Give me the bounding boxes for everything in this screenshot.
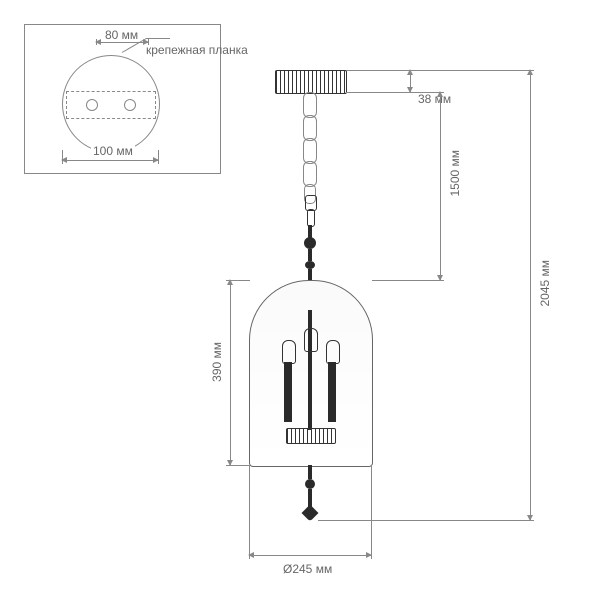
mounting-plate xyxy=(66,91,156,119)
inset-label-80: 80 мм xyxy=(105,28,138,42)
hole-right xyxy=(124,99,136,111)
label-2045: 2045 мм xyxy=(538,260,552,307)
planka-leader-2 xyxy=(146,38,170,39)
inset-dim-100 xyxy=(62,160,158,161)
clasp xyxy=(303,195,317,225)
canopy xyxy=(275,70,347,94)
drawing-canvas: 80 мм крепежная планка 100 мм xyxy=(0,0,600,600)
inset-label-planka: крепежная планка xyxy=(146,44,206,57)
dim-38 xyxy=(410,70,411,92)
dim-1500 xyxy=(440,92,441,280)
chain xyxy=(303,92,317,204)
finial xyxy=(305,465,315,520)
stem xyxy=(306,225,314,280)
label-38: 38 мм xyxy=(418,92,451,106)
candelabra xyxy=(278,310,342,460)
label-1500: 1500 мм xyxy=(448,150,462,197)
label-diameter: Ø245 мм xyxy=(283,562,332,576)
dim-390 xyxy=(230,280,231,465)
hole-left xyxy=(86,99,98,111)
dim-2045 xyxy=(530,70,531,520)
inset-label-100: 100 мм xyxy=(91,144,135,158)
dim-diameter xyxy=(249,555,371,556)
label-390: 390 мм xyxy=(210,342,224,382)
